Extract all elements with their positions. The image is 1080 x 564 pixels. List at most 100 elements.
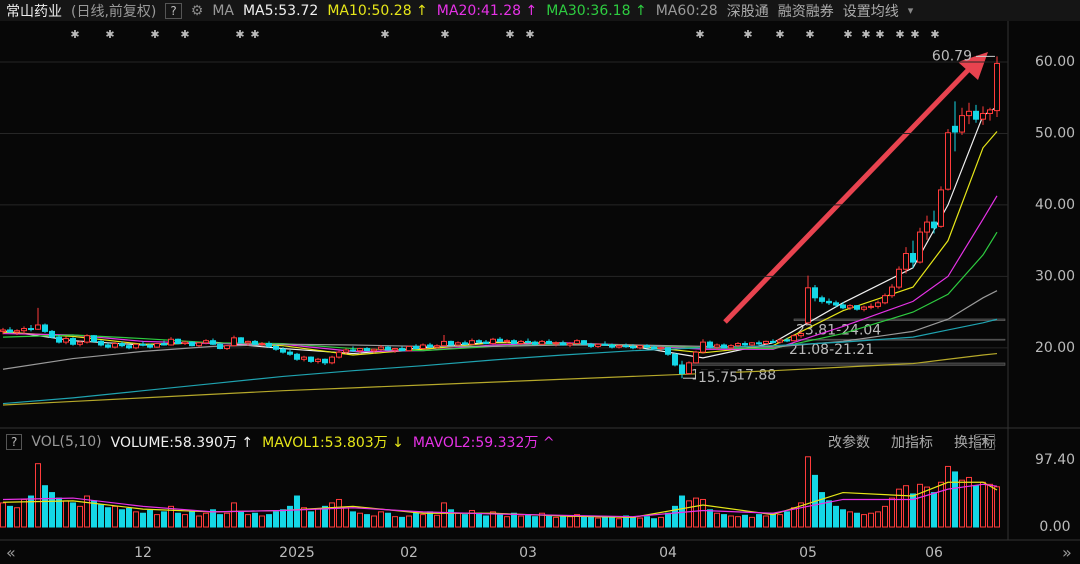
candle-body — [938, 189, 944, 227]
volume-bar — [532, 516, 538, 528]
event-icon: ✱ — [910, 28, 919, 41]
volume-bar — [231, 502, 237, 528]
volume-bar — [777, 514, 783, 528]
event-icon: ✱ — [775, 28, 784, 41]
volume-bar — [609, 516, 615, 528]
volume-bar — [77, 505, 83, 528]
volume-bar — [525, 514, 531, 528]
candle-body — [252, 340, 258, 345]
volume-bar — [917, 483, 923, 528]
candle-body — [791, 335, 797, 342]
candle-body — [336, 351, 342, 358]
candle-body — [518, 340, 524, 345]
legend-item: MA5:53.72 — [242, 2, 319, 19]
volume-bar — [483, 515, 489, 528]
volume-bar — [553, 516, 559, 528]
event-icon: ✱ — [105, 28, 114, 41]
volume-bar — [280, 509, 286, 528]
candle-body — [392, 348, 398, 351]
link[interactable]: 改参数 — [828, 435, 870, 451]
x-tick-label: 2025 — [279, 545, 315, 561]
ma-line — [2, 352, 998, 406]
link[interactable]: 设置均线 — [842, 3, 899, 20]
nav-prev[interactable]: « — [6, 542, 16, 562]
volume-bar — [343, 507, 349, 528]
x-tick-label: 03 — [519, 545, 537, 561]
dropdown[interactable]: ▾ — [907, 4, 914, 17]
close[interactable]: ✕ — [974, 434, 995, 450]
volume-bar — [217, 514, 223, 528]
link[interactable]: 深股通 — [726, 3, 769, 20]
volume-bar — [959, 479, 965, 528]
candle-body — [210, 340, 216, 345]
candle-body — [826, 300, 832, 304]
volume-bar — [35, 463, 41, 528]
x-tick-label: 06 — [925, 545, 943, 561]
candle-body — [847, 305, 853, 309]
volume-bar — [903, 485, 909, 528]
ma-line — [2, 483, 998, 518]
volume-bar — [140, 512, 146, 528]
volume-bar — [630, 516, 636, 528]
volume-bar — [119, 509, 125, 528]
volume-bar — [7, 505, 13, 528]
volume-bar — [245, 514, 251, 528]
volume-bar — [679, 495, 685, 528]
volume-bar — [882, 505, 888, 528]
candle-body — [371, 348, 377, 352]
volume-bar — [259, 515, 265, 528]
candle-body — [889, 286, 895, 297]
candle-body — [245, 340, 251, 344]
candle-body — [714, 344, 720, 348]
nav-next[interactable]: » — [1062, 542, 1072, 562]
settings[interactable]: ⚙ — [190, 2, 204, 19]
candle-body — [560, 342, 566, 346]
volume-bar — [574, 514, 580, 528]
y-tick-label: 60.00 — [1035, 54, 1075, 70]
volume-bar — [637, 517, 643, 528]
link[interactable]: 融资融券 — [777, 3, 834, 20]
candle-body — [854, 305, 860, 310]
volume-bar — [406, 515, 412, 528]
volume-bar — [938, 481, 944, 528]
help[interactable]: ? — [6, 434, 23, 450]
candle-body — [896, 268, 902, 288]
ma-line — [2, 131, 998, 356]
candle-body — [427, 344, 433, 348]
volume-bar — [427, 511, 433, 528]
event-icon: ✱ — [180, 28, 189, 41]
candle-body — [700, 341, 706, 353]
volume-bar — [287, 505, 293, 528]
event-icon: ✱ — [930, 28, 939, 41]
candle-body — [966, 110, 972, 117]
event-icon: ✱ — [861, 28, 870, 41]
volume-bar — [966, 476, 972, 528]
links: 改参数 加指标 换指标 — [816, 430, 1005, 454]
candle-body — [91, 335, 97, 342]
volume-bar — [805, 456, 811, 528]
x-tick-label: 05 — [799, 545, 817, 561]
y-tick-label: 30.00 — [1035, 268, 1075, 284]
volume-bar — [203, 512, 209, 528]
link[interactable]: 加指标 — [891, 435, 933, 451]
candle-body — [280, 348, 286, 353]
help[interactable]: ? — [165, 2, 182, 19]
mode: (日线,前复权) — [71, 3, 157, 20]
volume-bar — [252, 512, 258, 528]
candle-body — [546, 340, 552, 345]
candle-body — [875, 302, 881, 307]
event-icon: ✱ — [235, 28, 244, 41]
volume-bar — [301, 507, 307, 528]
candle-body — [350, 349, 356, 352]
volume-bar — [91, 500, 97, 528]
volume-bar — [21, 498, 27, 528]
candle-body — [273, 345, 279, 350]
candle-body — [469, 340, 475, 345]
volume-bar — [798, 502, 804, 528]
volume-bar — [434, 514, 440, 528]
candle-body — [728, 345, 734, 349]
legend-item: MA10:50.28 ↑ — [327, 2, 428, 19]
candle-body — [441, 340, 447, 347]
volume-bar — [161, 511, 167, 528]
